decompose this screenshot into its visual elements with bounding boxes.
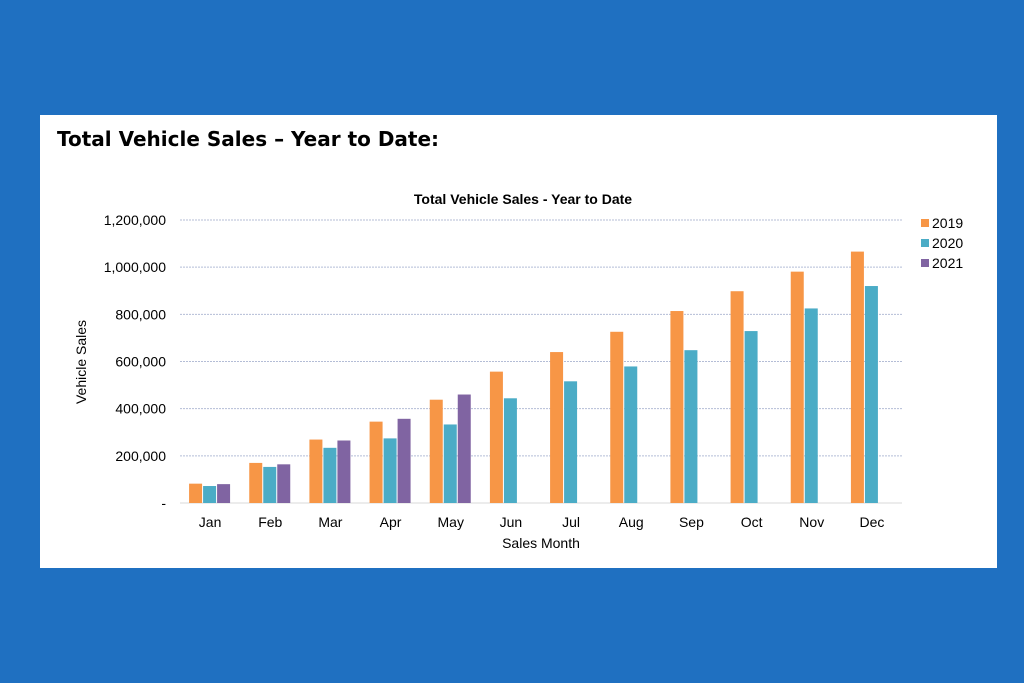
- legend-swatch-2020: [921, 239, 929, 247]
- bar-2021-Jan: [217, 484, 231, 503]
- y-tick-label: 400,000: [115, 401, 166, 417]
- y-axis-label: Vehicle Sales: [73, 320, 89, 404]
- bar-2020-Jul: [564, 381, 578, 503]
- bar-2019-Dec: [850, 251, 864, 503]
- x-tick-label: Apr: [380, 514, 402, 530]
- bar-2021-May: [457, 394, 471, 503]
- bar-2020-Aug: [624, 366, 638, 503]
- bar-2019-Oct: [730, 291, 744, 503]
- bar-2020-Mar: [323, 447, 337, 503]
- bar-2019-Jul: [550, 352, 564, 503]
- bar-2019-Jan: [189, 483, 203, 503]
- bar-2019-Sep: [670, 311, 684, 503]
- x-tick-label: Jan: [199, 514, 222, 530]
- x-tick-label: Feb: [258, 514, 282, 530]
- x-tick-label: Mar: [318, 514, 342, 530]
- x-tick-label: May: [438, 514, 464, 530]
- x-tick-label: Jul: [562, 514, 580, 530]
- bar-2020-Dec: [864, 286, 878, 503]
- legend-swatch-2021: [921, 259, 929, 267]
- bar-2020-May: [443, 424, 457, 503]
- bar-2019-Apr: [369, 421, 383, 503]
- bar-2020-Apr: [383, 438, 397, 503]
- bar-2020-Feb: [263, 466, 277, 503]
- x-tick-label: Aug: [619, 514, 644, 530]
- bar-2020-Jan: [203, 486, 217, 503]
- bar-2020-Nov: [804, 308, 818, 503]
- x-tick-label: Jun: [500, 514, 523, 530]
- bar-2019-Nov: [790, 271, 804, 503]
- x-tick-label: Nov: [799, 514, 824, 530]
- legend-label-2021: 2021: [932, 255, 963, 271]
- x-tick-label: Sep: [679, 514, 704, 530]
- x-axis-label: Sales Month: [502, 535, 580, 551]
- bar-2019-Jun: [489, 371, 503, 503]
- bar-2021-Feb: [277, 464, 291, 503]
- page-heading: Total Vehicle Sales – Year to Date:: [57, 127, 440, 151]
- y-tick-label: 200,000: [115, 448, 166, 464]
- y-tick-label: 600,000: [115, 354, 166, 370]
- bar-2019-Aug: [610, 331, 624, 503]
- chart-title: Total Vehicle Sales - Year to Date: [414, 191, 632, 207]
- bar-2019-Feb: [249, 462, 263, 503]
- bar-2021-Apr: [397, 418, 411, 503]
- bar-2020-Oct: [744, 331, 758, 503]
- y-tick-label: -: [161, 495, 166, 511]
- x-tick-label: Oct: [741, 514, 763, 530]
- y-tick-label: 1,200,000: [104, 212, 166, 228]
- bar-2020-Jun: [503, 398, 517, 503]
- bar-2021-Mar: [337, 440, 351, 503]
- x-tick-label: Dec: [859, 514, 884, 530]
- y-tick-label: 800,000: [115, 306, 166, 322]
- bar-2019-May: [429, 399, 443, 503]
- legend-swatch-2019: [921, 219, 929, 227]
- legend-label-2019: 2019: [932, 215, 963, 231]
- bar-2019-Mar: [309, 439, 323, 503]
- bar-2020-Sep: [684, 350, 698, 503]
- legend-label-2020: 2020: [932, 235, 963, 251]
- y-tick-label: 1,000,000: [104, 259, 166, 275]
